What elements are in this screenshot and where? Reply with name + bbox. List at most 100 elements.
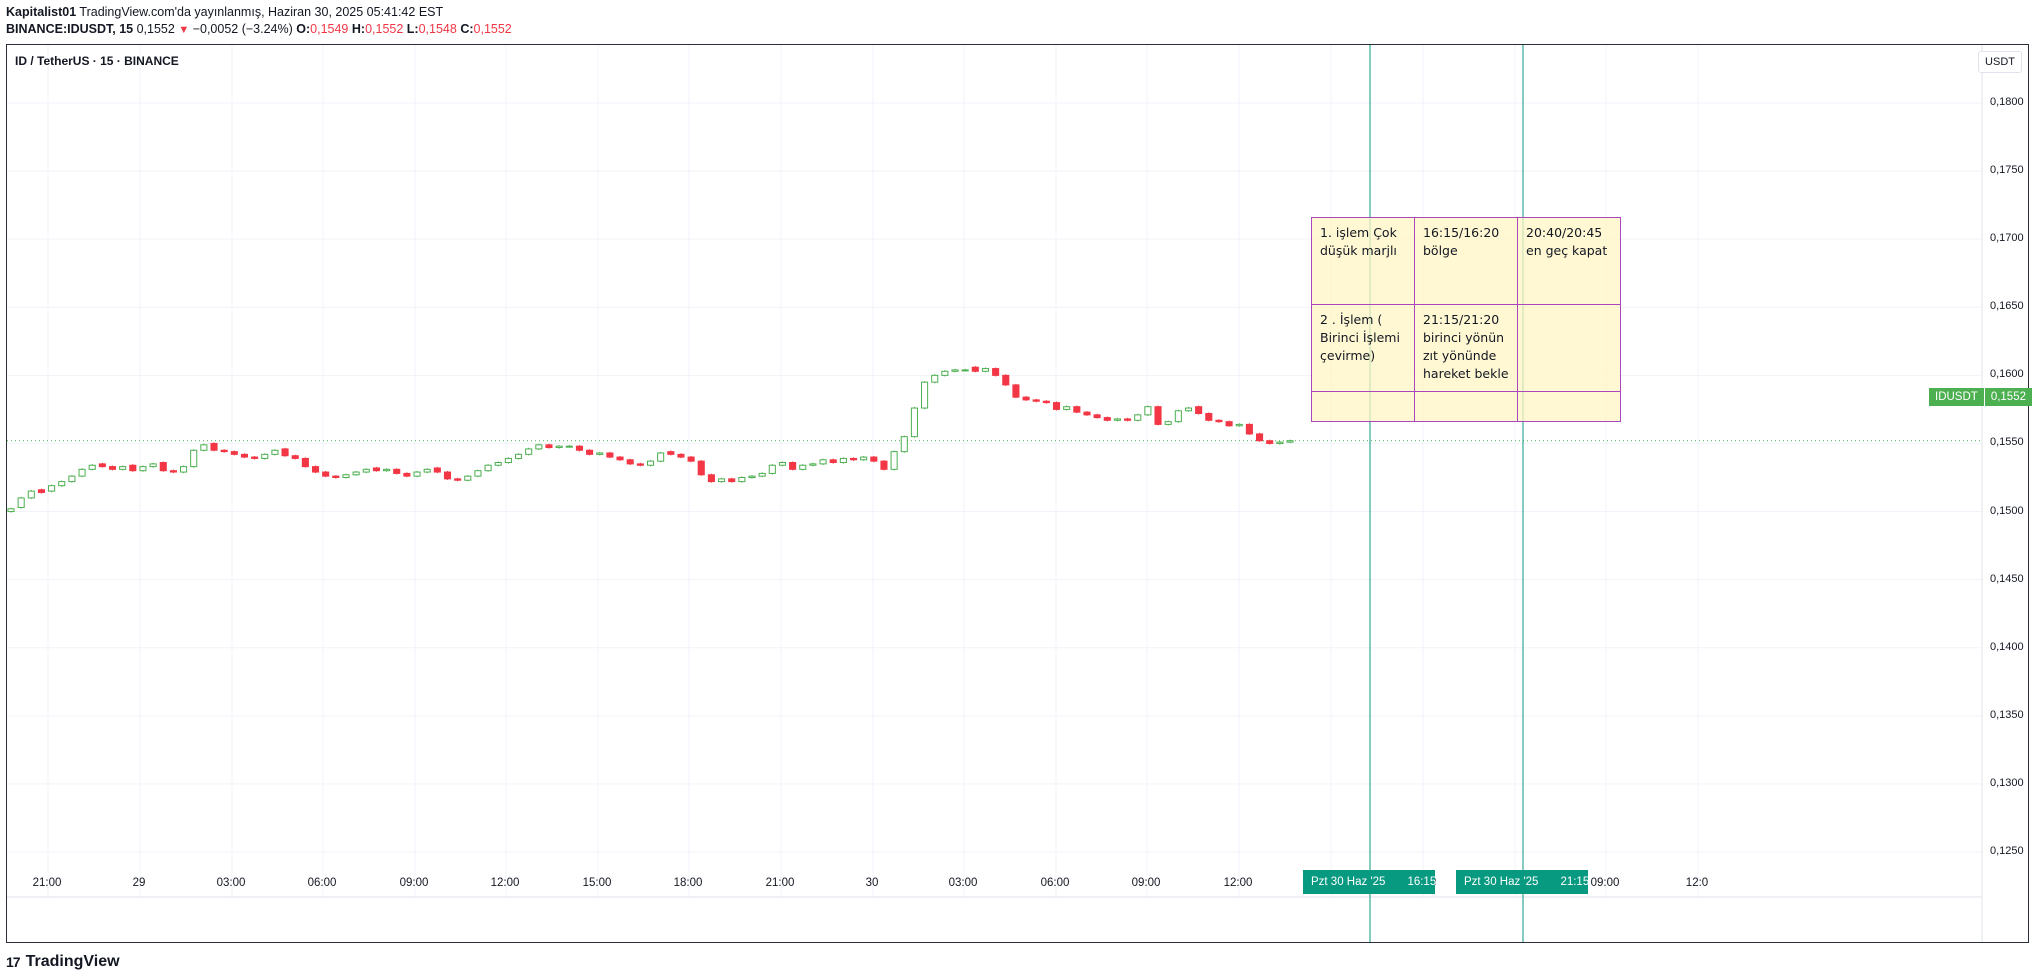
time-tick-label: 09:00 bbox=[1590, 877, 1620, 889]
time-tick-label: 09:00 bbox=[1131, 877, 1161, 889]
candle-body bbox=[616, 456, 624, 461]
candle-body bbox=[921, 381, 929, 409]
open-value: 0,1549 bbox=[310, 22, 349, 36]
chart-canvas[interactable] bbox=[7, 45, 2028, 942]
price-tick-label: 0,1400 bbox=[1990, 640, 2024, 653]
close-label: C: bbox=[460, 22, 474, 36]
low-label: L: bbox=[406, 22, 419, 36]
candle-body bbox=[1225, 421, 1233, 427]
candle-body bbox=[667, 451, 675, 455]
candle-body bbox=[403, 472, 411, 477]
open-label: O: bbox=[296, 22, 311, 36]
candle-body bbox=[180, 466, 188, 473]
candle-body bbox=[545, 444, 553, 449]
candle-body bbox=[119, 466, 127, 470]
candle-body bbox=[586, 449, 594, 455]
price-tick-label: 0,1450 bbox=[1990, 572, 2024, 585]
candle-body bbox=[981, 368, 990, 372]
publish-info: TradingView.com'da yayınlanmış, Haziran … bbox=[79, 5, 444, 19]
chart-pane[interactable]: ID / TetherUS · 15 · BINANCE USDT bbox=[6, 44, 2029, 943]
candle-body bbox=[1276, 441, 1284, 444]
candle-body bbox=[1286, 440, 1294, 443]
candle-body bbox=[961, 369, 969, 372]
time-tick-label: 15:00 bbox=[582, 877, 612, 889]
candle-body bbox=[443, 471, 452, 480]
time-tick-label: 21:00 bbox=[765, 877, 795, 889]
price-tick-label: 0,1650 bbox=[1990, 300, 2024, 313]
time-tick-label: 29 bbox=[132, 877, 146, 889]
candle-body bbox=[88, 464, 96, 470]
time-tag-day: Pzt 30 Haz '25 bbox=[1464, 876, 1539, 888]
candle-body bbox=[474, 470, 482, 477]
candle-body bbox=[514, 453, 523, 459]
candle-body bbox=[525, 448, 533, 455]
price-tick-label: 0,1250 bbox=[1990, 845, 2024, 857]
candle-body bbox=[48, 485, 56, 492]
candle-body bbox=[27, 490, 35, 499]
table-cell[interactable]: 1. işlem Çok düşük marjlı bbox=[1311, 217, 1415, 305]
time-tick-label: 18:00 bbox=[673, 877, 703, 889]
table-cell[interactable]: 21:15/21:20 birinci yönün zıt yönünde ha… bbox=[1414, 304, 1518, 392]
high-value: 0,1552 bbox=[365, 22, 404, 36]
price-tick-label: 0,1350 bbox=[1990, 708, 2024, 721]
candle-body bbox=[900, 436, 908, 453]
candle-body bbox=[251, 456, 259, 459]
candle-body bbox=[1012, 384, 1020, 398]
candle-body bbox=[220, 449, 228, 453]
price-tag: 0,1552 bbox=[1984, 388, 2032, 406]
candle-body bbox=[1266, 440, 1274, 444]
candle-body bbox=[707, 474, 715, 483]
tradingview-logo-icon: 17 bbox=[6, 954, 21, 970]
candle-body bbox=[190, 449, 198, 468]
table-cell[interactable] bbox=[1517, 391, 1621, 422]
time-tick-label: 30 bbox=[865, 877, 879, 889]
candle-body bbox=[677, 453, 685, 458]
candle-body bbox=[718, 478, 726, 483]
price-tick-label: 0,1800 bbox=[1990, 96, 2024, 108]
candle-body bbox=[454, 478, 462, 481]
table-cell[interactable] bbox=[1517, 304, 1621, 392]
table-cell[interactable]: 20:40/20:45 en geç kapat bbox=[1517, 217, 1621, 305]
author-name[interactable]: Kapitalist01 bbox=[6, 5, 77, 19]
table-cell[interactable]: 2 . İşlem ( Birinci İşlemi çevirme) bbox=[1311, 304, 1415, 392]
candle-body bbox=[992, 368, 1000, 376]
candle-body bbox=[311, 466, 320, 473]
time-tick-label: 12:00 bbox=[490, 877, 520, 889]
candle-body bbox=[1195, 406, 1203, 414]
candle-body bbox=[1184, 407, 1193, 412]
table-cell[interactable]: 16:15/16:20 bölge bbox=[1414, 217, 1518, 305]
table-cell[interactable] bbox=[1311, 391, 1415, 422]
brand-footer[interactable]: 17 TradingView bbox=[6, 953, 120, 971]
table-cell[interactable] bbox=[1414, 391, 1518, 422]
candle-body bbox=[1256, 433, 1264, 442]
candle-body bbox=[778, 462, 787, 466]
candle-body bbox=[839, 457, 847, 464]
candle-body bbox=[322, 471, 330, 477]
candle-body bbox=[1113, 418, 1121, 421]
candle-body bbox=[880, 460, 888, 470]
candle-body bbox=[230, 451, 238, 455]
price-tick-label: 0,1550 bbox=[1990, 436, 2024, 449]
candle-body bbox=[1144, 406, 1152, 416]
candle-body bbox=[169, 470, 177, 473]
candle-body bbox=[200, 444, 208, 451]
symbol-name: BINANCE:IDUSDT, 15 bbox=[6, 22, 134, 36]
note-table[interactable]: 1. işlem Çok düşük marjlı 16:15/16:20 bö… bbox=[1311, 217, 1621, 422]
candle-body bbox=[748, 475, 756, 479]
candle-body bbox=[484, 464, 492, 472]
candle-body bbox=[910, 407, 918, 438]
price-tick-label: 0,1600 bbox=[1990, 368, 2024, 381]
candle-body bbox=[413, 471, 421, 477]
time-tick-label: 06:00 bbox=[1040, 877, 1070, 889]
candle-body bbox=[1032, 399, 1040, 402]
candle-body bbox=[738, 477, 746, 483]
candle-body bbox=[1235, 423, 1243, 427]
currency-button[interactable]: USDT bbox=[1978, 51, 2022, 73]
candle-body bbox=[240, 453, 249, 458]
candle-body bbox=[1215, 419, 1223, 423]
candle-body bbox=[58, 481, 66, 487]
candle-body bbox=[951, 369, 959, 372]
candle-body bbox=[261, 453, 269, 459]
candle-body bbox=[149, 463, 157, 468]
candle-body bbox=[758, 472, 766, 477]
